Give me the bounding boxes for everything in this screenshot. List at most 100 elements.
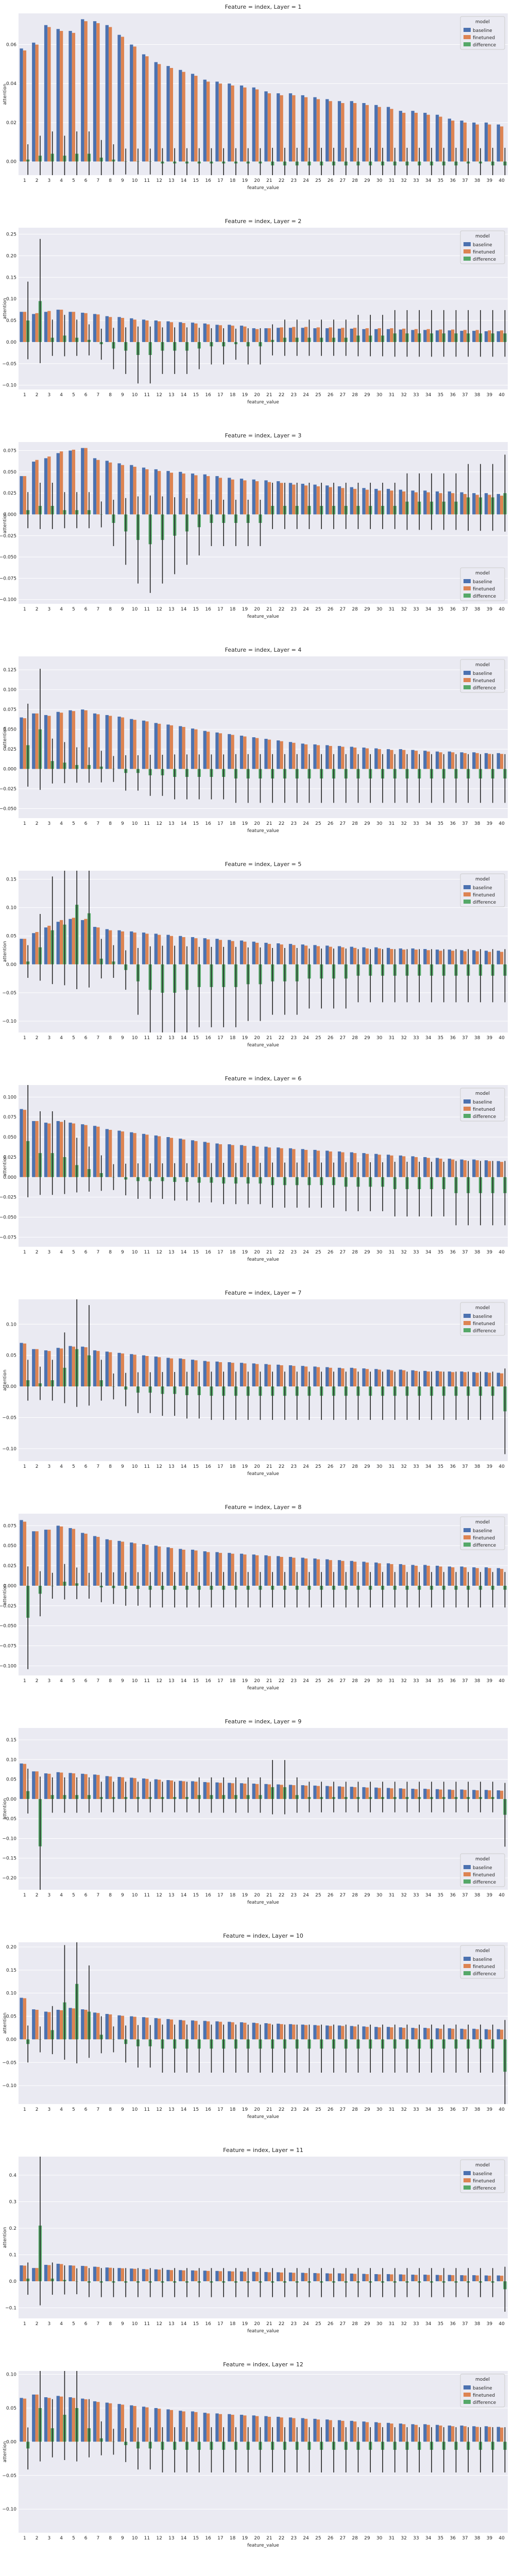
bar-finetuned [231, 1145, 234, 1177]
bar-finetuned [59, 2396, 63, 2442]
x-tick-label: 12 [156, 1036, 162, 1041]
x-tick-label: 25 [315, 1250, 321, 1255]
legend-label: difference [473, 257, 496, 262]
bar-baseline [191, 473, 195, 515]
bar-baseline [350, 101, 353, 162]
bar-finetuned [59, 2264, 63, 2281]
x-tick-label: 20 [254, 1464, 260, 1469]
x-tick-label: 38 [474, 1250, 480, 1255]
bar-baseline [496, 124, 500, 162]
bar-finetuned [414, 950, 418, 964]
bar-baseline [448, 950, 451, 964]
bar-baseline [44, 312, 48, 342]
x-tick-label: 12 [156, 607, 162, 612]
bar-finetuned [426, 950, 430, 964]
bar-finetuned [145, 2407, 149, 2442]
x-tick-label: 6 [84, 821, 88, 826]
bar-finetuned [84, 21, 88, 162]
bar-baseline [301, 1366, 304, 1387]
bar-finetuned [377, 1155, 381, 1177]
bar-finetuned [316, 946, 320, 964]
y-tick-label: −0.025 [0, 787, 16, 792]
x-tick-label: 39 [487, 393, 493, 398]
x-tick-label: 7 [97, 2107, 100, 2112]
bar-finetuned [463, 494, 467, 515]
x-tick-label: 24 [303, 2321, 309, 2327]
legend-swatch [464, 2393, 471, 2397]
bar-baseline [93, 713, 97, 769]
x-tick-label: 7 [97, 1893, 100, 1898]
x-tick-label: 28 [352, 1893, 358, 1898]
x-tick-label: 25 [315, 1679, 321, 1684]
y-tick-label: 0.05 [6, 1353, 16, 1359]
bar-baseline [154, 2018, 158, 2040]
bar-finetuned [255, 1784, 259, 1799]
bar-baseline [252, 941, 255, 964]
bar-baseline [215, 81, 219, 162]
bar-finetuned [145, 2018, 149, 2040]
bar-finetuned [292, 1785, 296, 1799]
bar-finetuned [108, 2014, 112, 2040]
x-tick-label: 15 [193, 393, 199, 398]
x-tick-label: 24 [303, 821, 309, 826]
bar-finetuned [377, 1369, 381, 1387]
bar-finetuned [426, 1789, 430, 1799]
bar-baseline [374, 329, 378, 342]
bar-finetuned [402, 2027, 406, 2040]
plot-area [19, 871, 508, 1032]
bar-finetuned [145, 1355, 149, 1387]
bar-baseline [215, 1143, 219, 1177]
bar-baseline [81, 1346, 84, 1387]
y-axis-label: attention [3, 2012, 8, 2033]
x-tick-label: 12 [156, 1250, 162, 1255]
bar-finetuned [267, 2272, 271, 2281]
bar-finetuned [96, 2013, 100, 2040]
x-tick-label: 5 [72, 1679, 75, 1684]
bar-baseline [460, 1566, 464, 1586]
bar-baseline [496, 1790, 500, 1799]
x-tick-label: 32 [401, 178, 406, 183]
x-axis-label: feature_value [247, 1257, 279, 1262]
bar-finetuned [304, 2418, 308, 2442]
bar-finetuned [426, 1371, 430, 1387]
bar-finetuned [59, 713, 63, 769]
x-tick-label: 10 [132, 1679, 138, 1684]
bar-baseline [203, 938, 207, 964]
bar-baseline [252, 1363, 255, 1387]
bar-finetuned [231, 941, 234, 964]
bar-finetuned [133, 1778, 136, 1799]
bar-baseline [350, 1367, 353, 1387]
bar-finetuned [292, 327, 296, 342]
x-tick-label: 37 [462, 821, 468, 826]
bar-baseline [472, 331, 476, 342]
bar-finetuned [157, 1546, 161, 1586]
x-tick-label: 20 [254, 2321, 260, 2327]
bar-baseline [362, 2026, 366, 2040]
bar-finetuned [35, 44, 39, 162]
x-tick-label: 14 [181, 2107, 187, 2112]
chart-panel: −0.10−0.050.000.050.100.151 2 3 4 5 6 7 8 9 10 11 1… [2, 861, 508, 1048]
bar-finetuned [84, 1774, 88, 1799]
bar-baseline [20, 476, 23, 515]
bar-finetuned [182, 726, 185, 769]
bar-finetuned [96, 2267, 100, 2281]
bar-finetuned [23, 1521, 27, 1586]
bar-baseline [301, 328, 304, 342]
x-tick-label: 30 [376, 1250, 383, 1255]
legend-label: baseline [473, 1957, 492, 1962]
bar-baseline [228, 2022, 231, 2040]
x-tick-label: 11 [144, 1893, 150, 1898]
bar-finetuned [231, 1783, 234, 1799]
plot-area [19, 1514, 508, 1675]
bar-finetuned [488, 1161, 491, 1177]
plot-area [19, 2371, 508, 2533]
bar-baseline [93, 2012, 97, 2040]
bar-baseline [277, 93, 280, 162]
bar-baseline [386, 749, 390, 769]
bar-baseline [179, 1358, 182, 1387]
chart-title: Feature = index, Layer = 4 [225, 647, 302, 653]
x-tick-label: 22 [279, 2536, 284, 2541]
x-tick-label: 29 [364, 2107, 370, 2112]
bar-baseline [32, 314, 36, 342]
